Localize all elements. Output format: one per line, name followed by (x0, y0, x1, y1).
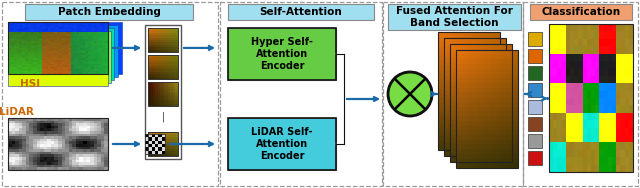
Bar (528, 66, 542, 80)
Bar (145, 134, 165, 154)
Bar (450, 44, 512, 162)
Text: Patch Embedding: Patch Embedding (58, 7, 161, 17)
Bar (148, 28, 178, 52)
Bar (528, 32, 542, 46)
Bar (148, 132, 178, 156)
Text: |: | (161, 111, 164, 121)
Bar (528, 117, 542, 131)
Bar (528, 151, 542, 165)
Bar (8, 34, 108, 86)
Bar (14, 28, 114, 80)
Bar (523, 2, 638, 186)
Bar (148, 82, 178, 106)
Bar (145, 25, 181, 159)
Bar (528, 49, 542, 63)
Text: Classification: Classification (541, 7, 621, 17)
Bar (228, 118, 336, 170)
Bar (228, 4, 374, 20)
Text: Self-Attention: Self-Attention (260, 7, 342, 17)
Bar (148, 55, 178, 79)
Bar (456, 50, 518, 168)
Bar (528, 100, 542, 114)
Bar (228, 28, 336, 80)
Bar (8, 22, 108, 74)
Bar (228, 118, 336, 170)
Text: Fused Attention For
Band Selection: Fused Attention For Band Selection (396, 6, 513, 28)
Bar (528, 134, 542, 148)
Text: LiDAR Self-
Attention
Encoder: LiDAR Self- Attention Encoder (252, 127, 313, 161)
Text: LiDAR: LiDAR (0, 107, 33, 117)
Bar (530, 4, 632, 20)
Bar (18, 25, 118, 77)
Bar (8, 118, 108, 170)
Text: HSI: HSI (20, 79, 40, 89)
Bar (220, 2, 382, 186)
Bar (11, 31, 111, 83)
Bar (228, 28, 336, 80)
Bar (444, 38, 506, 156)
Bar (388, 4, 521, 30)
Circle shape (388, 72, 432, 116)
Bar (549, 24, 633, 172)
Bar (22, 22, 122, 74)
Bar (25, 4, 193, 20)
Bar (2, 2, 218, 186)
Bar (438, 32, 500, 150)
Bar (383, 2, 523, 186)
Bar (528, 83, 542, 97)
Text: Hyper Self-
Attention
Encoder: Hyper Self- Attention Encoder (251, 37, 313, 71)
